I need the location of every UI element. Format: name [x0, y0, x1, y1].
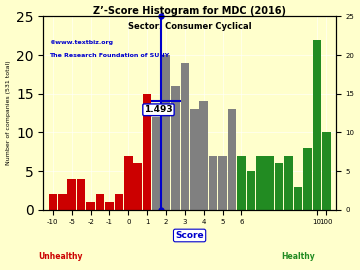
Bar — [303, 148, 312, 210]
Bar — [114, 194, 123, 210]
Text: 1.493: 1.493 — [144, 105, 173, 114]
Y-axis label: Number of companies (531 total): Number of companies (531 total) — [5, 61, 10, 165]
Bar — [237, 156, 246, 210]
Bar — [256, 156, 265, 210]
Text: Unhealthy: Unhealthy — [39, 252, 83, 261]
Bar — [162, 55, 170, 210]
Bar — [181, 63, 189, 210]
Bar — [265, 156, 274, 210]
Bar — [312, 39, 321, 210]
Bar — [275, 163, 283, 210]
Bar — [190, 109, 199, 210]
Bar — [209, 156, 217, 210]
Bar — [77, 179, 85, 210]
Bar — [143, 94, 152, 210]
Bar — [322, 132, 330, 210]
Bar — [284, 156, 293, 210]
Text: ©www.textbiz.org: ©www.textbiz.org — [49, 39, 113, 45]
Bar — [247, 171, 255, 210]
Bar — [124, 156, 132, 210]
Bar — [219, 156, 227, 210]
Bar — [67, 179, 76, 210]
Text: Healthy: Healthy — [281, 252, 315, 261]
Bar — [58, 194, 67, 210]
Title: Z’-Score Histogram for MDC (2016): Z’-Score Histogram for MDC (2016) — [93, 6, 286, 16]
Bar — [199, 102, 208, 210]
Bar — [86, 202, 95, 210]
Bar — [294, 187, 302, 210]
Bar — [105, 202, 114, 210]
Bar — [96, 194, 104, 210]
Bar — [171, 86, 180, 210]
Bar — [152, 117, 161, 210]
Bar — [228, 109, 236, 210]
X-axis label: Score: Score — [175, 231, 204, 240]
Text: The Research Foundation of SUNY: The Research Foundation of SUNY — [49, 53, 170, 58]
Bar — [134, 163, 142, 210]
Bar — [49, 194, 57, 210]
Text: Sector: Consumer Cyclical: Sector: Consumer Cyclical — [128, 22, 251, 31]
